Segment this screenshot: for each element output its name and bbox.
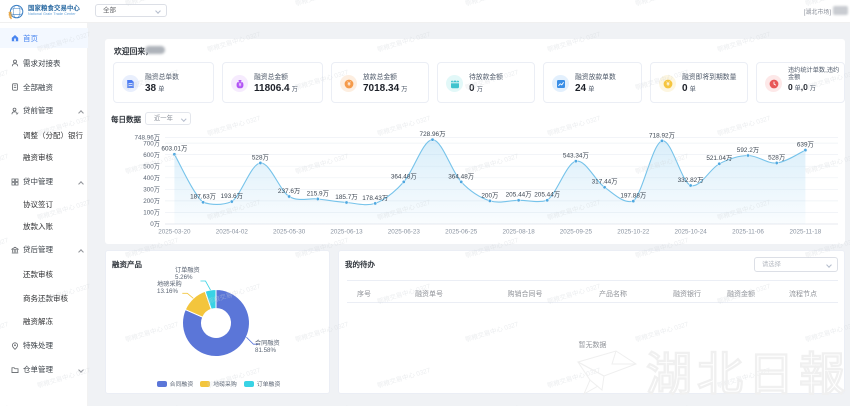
svg-text:317.44万: 317.44万: [592, 178, 618, 186]
svg-text:528万: 528万: [768, 153, 785, 161]
svg-text:2025-09-25: 2025-09-25: [560, 229, 593, 236]
svg-text:718.92万: 718.92万: [649, 131, 675, 139]
svg-text:300万: 300万: [143, 186, 160, 194]
svg-text:2025-04-02: 2025-04-02: [216, 229, 249, 236]
svg-text:592.2万: 592.2万: [737, 146, 759, 154]
svg-text:2025-10-24: 2025-10-24: [674, 229, 707, 236]
svg-text:2025-06-25: 2025-06-25: [445, 229, 478, 236]
svg-text:332.82万: 332.82万: [678, 176, 704, 184]
svg-text:400万: 400万: [143, 174, 160, 182]
svg-text:193.6万: 193.6万: [221, 192, 243, 200]
svg-text:2025-10-22: 2025-10-22: [617, 229, 650, 236]
svg-text:2025-11-06: 2025-11-06: [732, 229, 764, 236]
svg-text:2025-08-18: 2025-08-18: [502, 229, 535, 236]
svg-text:2025-11-18: 2025-11-18: [790, 229, 822, 236]
svg-text:185.7万: 185.7万: [335, 193, 357, 201]
svg-text:100万: 100万: [143, 209, 160, 217]
svg-text:237.6万: 237.6万: [278, 187, 300, 195]
svg-text:178.43万: 178.43万: [362, 194, 388, 202]
svg-text:2025-06-23: 2025-06-23: [388, 229, 421, 236]
svg-text:187.63万: 187.63万: [190, 193, 216, 201]
svg-text:205.44万: 205.44万: [506, 191, 532, 199]
svg-text:205.44万: 205.44万: [534, 191, 560, 199]
svg-text:364.48万: 364.48万: [448, 172, 474, 180]
svg-text:728.96万: 728.96万: [420, 130, 446, 138]
svg-text:543.34万: 543.34万: [563, 152, 589, 160]
svg-text:0万: 0万: [150, 220, 160, 228]
svg-text:500万: 500万: [143, 162, 160, 170]
svg-text:639万: 639万: [797, 141, 814, 149]
svg-text:528万: 528万: [252, 153, 269, 161]
svg-text:364.48万: 364.48万: [391, 172, 417, 180]
svg-text:600万: 600万: [143, 151, 160, 159]
svg-text:748.96万: 748.96万: [134, 134, 160, 142]
svg-text:603.01万: 603.01万: [161, 145, 187, 153]
svg-text:2025-03-20: 2025-03-20: [158, 229, 191, 236]
svg-text:200万: 200万: [481, 191, 498, 199]
svg-text:2025-06-13: 2025-06-13: [330, 229, 363, 236]
svg-text:200万: 200万: [143, 197, 160, 205]
svg-text:521.04万: 521.04万: [706, 154, 732, 162]
svg-text:215.9万: 215.9万: [307, 189, 329, 197]
svg-text:197.88万: 197.88万: [620, 192, 646, 200]
svg-text:2025-05-30: 2025-05-30: [273, 229, 306, 236]
